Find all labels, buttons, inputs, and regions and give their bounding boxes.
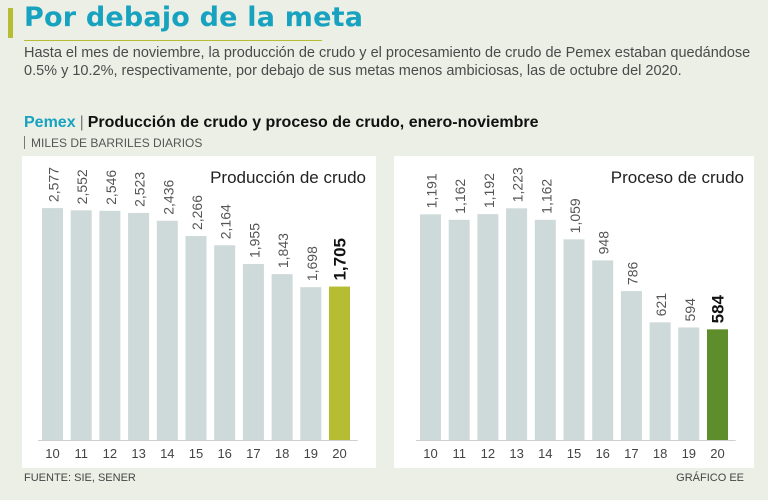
- category-label-16: 16: [595, 446, 609, 461]
- value-label-20: 1,705: [331, 238, 350, 281]
- bar-20: [707, 329, 728, 440]
- chart-panel-processing: Proceso de crudo 1,191 10 1,162 11 1,192 12 1,…: [394, 156, 754, 468]
- bar-19: [300, 287, 322, 440]
- value-label-10: 1,191: [424, 173, 440, 208]
- category-label-10: 10: [423, 446, 437, 461]
- bar-15: [563, 239, 585, 440]
- value-label-14: 1,162: [538, 179, 554, 214]
- description-text: Hasta el mes de noviembre, la producción…: [24, 45, 751, 79]
- units-label: MILES DE BARRILES DIARIOS: [24, 136, 202, 150]
- category-label-13: 13: [131, 446, 145, 461]
- category-label-15: 15: [567, 446, 581, 461]
- bar-11: [448, 219, 470, 440]
- value-label-11: 2,552: [74, 169, 90, 204]
- chart-subheading: Pemex | Producción de crudo y proceso de c…: [24, 114, 539, 132]
- page-title: Por debajo de la meta: [24, 2, 364, 33]
- chart-title-production: Producción de crudo: [210, 168, 366, 187]
- units-divider: [24, 136, 25, 149]
- category-label-12: 12: [103, 446, 117, 461]
- bar-12: [477, 214, 499, 440]
- bar-10: [42, 208, 63, 440]
- category-label-18: 18: [653, 446, 667, 461]
- bar-11: [70, 210, 92, 440]
- bar-17: [620, 291, 642, 440]
- value-label-17: 1,955: [246, 223, 262, 258]
- category-label-14: 14: [538, 446, 552, 461]
- bar-14: [156, 220, 178, 440]
- title-underline: [24, 40, 322, 41]
- chart-processing: 1,191 10 1,162 11 1,192 12 1,223 13 1,162 14 1,059…: [416, 167, 736, 461]
- value-label-13: 1,223: [510, 167, 526, 202]
- category-label-18: 18: [275, 446, 289, 461]
- value-label-12: 1,192: [481, 173, 497, 208]
- units-text: MILES DE BARRILES DIARIOS: [31, 136, 203, 150]
- bar-18: [649, 322, 671, 440]
- value-label-15: 2,266: [189, 195, 205, 230]
- category-label-10: 10: [45, 446, 59, 461]
- category-label-17: 17: [246, 446, 260, 461]
- chart-production: 2,577 10 2,552 11 2,546 12 2,523 13 2,436 14 2,266…: [38, 167, 358, 461]
- chart-title-processing: Proceso de crudo: [610, 168, 744, 187]
- bar-17: [242, 264, 264, 440]
- value-label-12: 2,546: [103, 170, 119, 205]
- title-accent-bar: [8, 8, 13, 38]
- category-label-19: 19: [304, 446, 318, 461]
- value-label-14: 2,436: [160, 180, 176, 215]
- subheading-text: Producción de crudo y proceso de crudo, …: [87, 114, 539, 131]
- value-label-19: 1,698: [304, 246, 320, 281]
- value-label-16: 948: [596, 231, 612, 255]
- category-label-16: 16: [217, 446, 231, 461]
- bar-16: [214, 245, 236, 440]
- category-label-20: 20: [710, 446, 724, 461]
- value-label-18: 621: [653, 293, 669, 317]
- value-label-10: 2,577: [46, 167, 62, 202]
- category-label-11: 11: [74, 446, 88, 461]
- subheading-separator: |: [79, 114, 84, 131]
- bar-13: [506, 208, 528, 440]
- bar-14: [534, 219, 556, 440]
- value-label-16: 2,164: [218, 204, 234, 239]
- bar-13: [128, 212, 150, 440]
- value-label-13: 2,523: [132, 172, 148, 207]
- chart-panel-production: Producción de crudo 2,577 10 2,552 11 2,546 1…: [22, 156, 376, 468]
- bar-12: [99, 210, 121, 440]
- category-label-14: 14: [160, 446, 174, 461]
- bar-10: [420, 214, 441, 440]
- value-label-18: 1,843: [275, 233, 291, 268]
- bar-15: [185, 236, 207, 440]
- category-label-12: 12: [481, 446, 495, 461]
- value-label-19: 594: [682, 298, 698, 322]
- category-label-15: 15: [189, 446, 203, 461]
- category-label-11: 11: [452, 446, 466, 461]
- bar-18: [271, 274, 293, 440]
- category-label-19: 19: [682, 446, 696, 461]
- bar-20: [329, 286, 350, 440]
- bar-16: [592, 260, 614, 440]
- source-note: FUENTE: SIE, SENER: [24, 472, 136, 484]
- category-label-17: 17: [624, 446, 638, 461]
- value-label-17: 786: [624, 262, 640, 286]
- value-label-11: 1,162: [452, 179, 468, 214]
- category-label-13: 13: [509, 446, 523, 461]
- value-label-20: 584: [709, 294, 728, 323]
- value-label-15: 1,059: [567, 198, 583, 233]
- graphic-credit: GRÁFICO EE: [676, 472, 744, 484]
- bar-19: [678, 327, 700, 440]
- subheading-brand: Pemex: [24, 114, 76, 131]
- category-label-20: 20: [332, 446, 346, 461]
